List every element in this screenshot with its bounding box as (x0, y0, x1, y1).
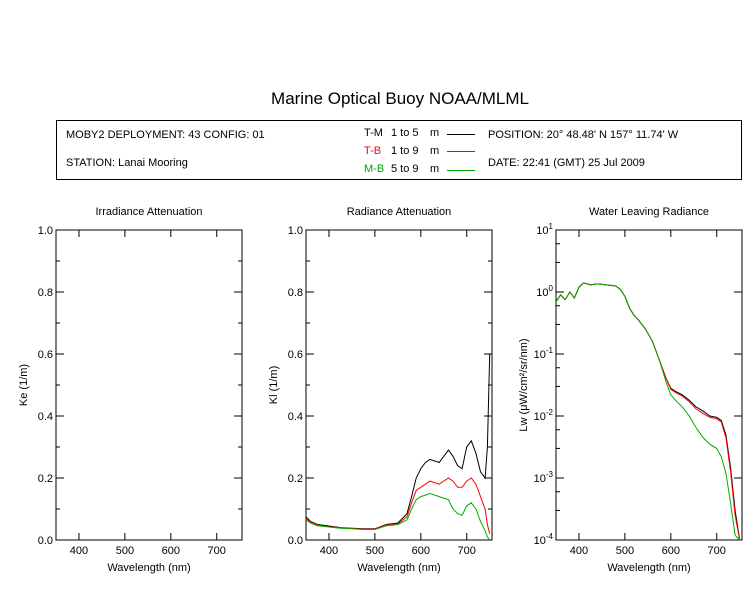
position-label: POSITION: 20° 48.48' N 157° 11.74' W (488, 129, 679, 141)
chart1-xtick-label: 500 (116, 545, 134, 557)
chart2-ytick-label: 0.2 (288, 473, 303, 485)
chart1-xlabel: Wavelength (nm) (107, 562, 190, 574)
chart2-xtick-label: 700 (458, 545, 476, 557)
chart3-ytick-label: 10-4 (534, 532, 554, 547)
chart1-frame (55, 229, 243, 541)
legend-unit-mb: m (430, 163, 440, 175)
chart1-ytick-label: 1.0 (38, 225, 53, 237)
chart2-ytick-label: 0.6 (288, 349, 303, 361)
chart3-xlabel: Wavelength (nm) (607, 562, 690, 574)
chart3-ytick-label: 100 (536, 284, 553, 299)
legend-unit-tm: m (430, 127, 440, 139)
legend-range-tm: 1 to 5 (391, 127, 419, 139)
chart3-title: Water Leaving Radiance (589, 206, 709, 218)
legend-line-mb (447, 170, 475, 171)
chart1-ytick-label: 0.4 (38, 411, 53, 423)
chart2-xtick-label: 500 (366, 545, 384, 557)
chart1-title: Irradiance Attenuation (95, 206, 202, 218)
chart2-ylabel: Kl (1/m) (268, 366, 280, 405)
chart3-ytick-label: 10-2 (534, 408, 554, 423)
chart1-ytick-label: 0.0 (38, 535, 53, 547)
chart3-series-3 (555, 282, 741, 541)
legend-code-tb: T-B (364, 145, 382, 157)
chart2-xtick-label: 400 (320, 545, 338, 557)
chart2-ytick-label: 0.8 (288, 287, 303, 299)
chart2-frame (305, 229, 493, 541)
chart3-xtick-label: 500 (616, 545, 634, 557)
chart3-ytick-label: 10-1 (534, 346, 554, 361)
chart3-ytick-label: 101 (536, 222, 553, 237)
chart3-frame (555, 229, 743, 541)
chart2-ytick-label: 0.0 (288, 535, 303, 547)
chart2-ytick-label: 1.0 (288, 225, 303, 237)
station-label: STATION: Lanai Mooring (66, 157, 188, 169)
legend-unit-tb: m (430, 145, 440, 157)
chart3-xtick-label: 600 (662, 545, 680, 557)
legend-code-tm: T-M (364, 127, 383, 139)
chart3-ylabel: Lw (μW/cm²/sr/nm) (518, 338, 530, 431)
chart1-xtick-label: 600 (162, 545, 180, 557)
chart2-ytick-label: 0.4 (288, 411, 303, 423)
chart2-series-3 (305, 492, 491, 541)
chart3-series-2 (555, 282, 741, 541)
chart3-xtick-label: 400 (570, 545, 588, 557)
chart2-title: Radiance Attenuation (347, 206, 452, 218)
legend-line-tm (447, 134, 475, 135)
chart3-xtick-label: 700 (708, 545, 726, 557)
legend-code-mb: M-B (364, 163, 385, 175)
info-box: MOBY2 DEPLOYMENT: 43 CONFIG: 01 STATION:… (56, 120, 742, 180)
chart1-ytick-label: 0.8 (38, 287, 53, 299)
chart1-xtick-label: 700 (208, 545, 226, 557)
chart2-series-2 (305, 477, 491, 534)
chart1-ylabel: Ke (1/m) (18, 364, 30, 406)
legend-line-tb (447, 151, 475, 152)
chart1-xtick-label: 400 (70, 545, 88, 557)
chart3-series-1 (555, 282, 741, 541)
chart3-ytick-label: 10-3 (534, 470, 554, 485)
chart2-xtick-label: 600 (412, 545, 430, 557)
chart1-ytick-label: 0.6 (38, 349, 53, 361)
deployment-label: MOBY2 DEPLOYMENT: 43 CONFIG: 01 (66, 129, 265, 141)
chart2-series-1 (305, 353, 491, 530)
page-title: Marine Optical Buoy NOAA/MLML (271, 89, 529, 108)
chart2-xlabel: Wavelength (nm) (357, 562, 440, 574)
legend-range-mb: 5 to 9 (391, 163, 419, 175)
date-label: DATE: 22:41 (GMT) 25 Jul 2009 (488, 157, 645, 169)
legend-range-tb: 1 to 9 (391, 145, 419, 157)
chart1-ytick-label: 0.2 (38, 473, 53, 485)
